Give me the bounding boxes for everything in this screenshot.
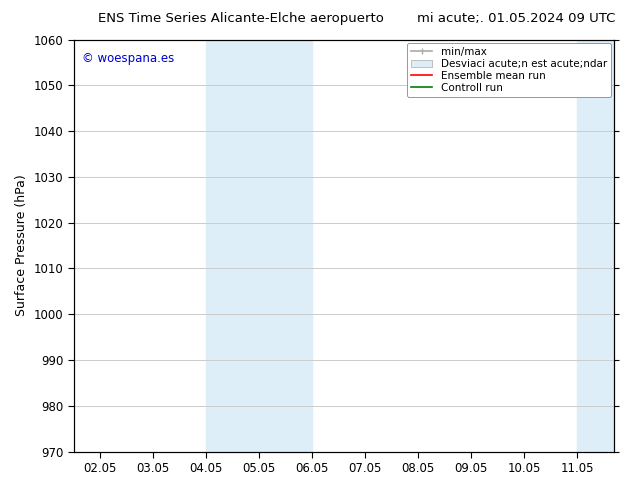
Bar xyxy=(577,40,614,452)
Y-axis label: Surface Pressure (hPa): Surface Pressure (hPa) xyxy=(15,175,28,317)
Text: mi acute;. 01.05.2024 09 UTC: mi acute;. 01.05.2024 09 UTC xyxy=(417,12,615,25)
Legend: min/max, Desviaci acute;n est acute;ndar, Ensemble mean run, Controll run: min/max, Desviaci acute;n est acute;ndar… xyxy=(407,43,611,98)
Text: © woespana.es: © woespana.es xyxy=(82,52,174,65)
Text: ENS Time Series Alicante-Elche aeropuerto: ENS Time Series Alicante-Elche aeropuert… xyxy=(98,12,384,25)
Bar xyxy=(206,40,312,452)
